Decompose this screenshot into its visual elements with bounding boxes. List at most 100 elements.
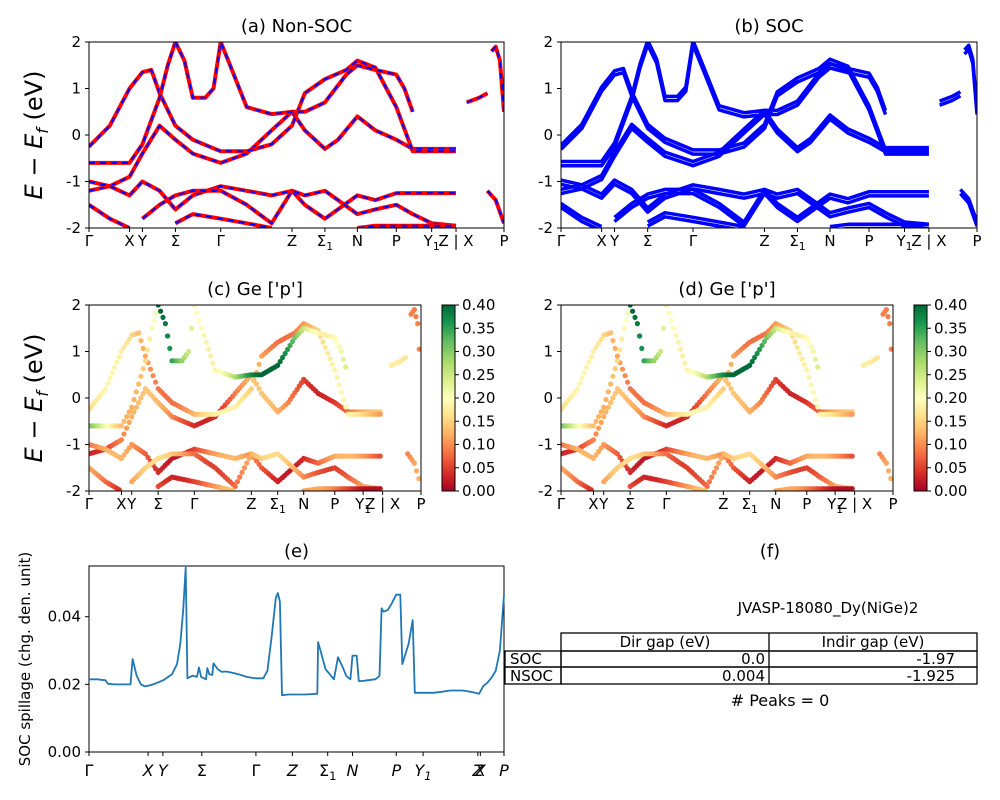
projection-point [332, 367, 338, 373]
projection-point [118, 348, 124, 355]
projection-point [153, 379, 159, 385]
panel-d-xtick-label: Σ1 [742, 495, 758, 516]
projection-point [107, 375, 113, 381]
panel-d-xtick-label: N [770, 495, 781, 513]
projection-point [612, 390, 618, 396]
table-cell-nsoc-dir: 0.004 [722, 667, 765, 685]
projection-point [799, 356, 805, 362]
projection-point [614, 353, 621, 359]
projection-point [813, 397, 819, 403]
projection-point [103, 386, 109, 392]
panel-a-xtick-label: P [499, 232, 508, 250]
projection-point [282, 350, 288, 357]
panel-b-ytick-label: -2 [538, 219, 553, 237]
projection-point [747, 362, 753, 368]
projection-point [718, 455, 724, 461]
band-soc-0-up [561, 108, 929, 192]
projection-point [343, 364, 349, 370]
projection-point [728, 386, 734, 392]
projection-point [598, 409, 604, 415]
projection-point [590, 437, 597, 443]
band-soc-7-up [646, 210, 745, 228]
panel-c-colorbar-label: 0.05 [462, 459, 495, 477]
projection-point [289, 338, 295, 345]
panel-d-title: (d) Ge ['p'] [678, 279, 775, 300]
projection-point [124, 414, 130, 420]
panel-d-ytick-label: 0 [543, 389, 553, 407]
projection-point [136, 330, 142, 336]
projection-point [887, 321, 893, 327]
projection-point [720, 386, 727, 392]
band-blue-dashed-1 [89, 59, 456, 153]
projection-point [325, 350, 331, 356]
projection-point [639, 345, 645, 351]
projection-point [749, 358, 755, 365]
panel-a-xtick-label: Y [137, 232, 148, 250]
projection-point [158, 308, 164, 314]
projection-point [627, 305, 633, 308]
projection-point [239, 469, 245, 475]
projection-point [588, 354, 594, 360]
band-blue-dashed-10 [490, 44, 504, 112]
projection-point [162, 321, 168, 327]
projection-point [322, 344, 328, 351]
panel-b-xtick-label: P [864, 232, 873, 250]
panel-b-ytick-label: 2 [543, 33, 553, 51]
projection-point [246, 455, 252, 461]
panel-c-xtick-label: N [298, 495, 309, 513]
panel-a-ytick-label: -2 [66, 219, 81, 237]
panel-b-ytick-label: 0 [543, 126, 553, 144]
projection-point [601, 414, 607, 420]
panel-a-xtick-label: Σ [171, 232, 180, 250]
projection-point [415, 321, 421, 327]
panel-c-title: (c) Ge ['p'] [207, 279, 303, 300]
band-soc-5-up [561, 201, 603, 228]
projection-point [621, 325, 627, 331]
projection-point [801, 361, 808, 368]
panel-a-xtick-label: Γ [216, 232, 225, 250]
projection-point [116, 487, 122, 491]
band-soc-3-up [646, 42, 888, 115]
projection-point [603, 409, 609, 415]
projection-point [849, 411, 855, 417]
panel-c-xtick-label: P [330, 495, 339, 513]
projection-point [140, 366, 146, 372]
panel-d-ytick-label: 2 [543, 296, 553, 314]
panel-e-xtick-label: Y1 [415, 761, 432, 783]
projection-point [413, 314, 419, 320]
projection-point [584, 364, 590, 370]
panel-e-title: (e) [284, 541, 309, 562]
projection-point [136, 400, 142, 406]
panel-c-xtick-label: Z | X [365, 495, 400, 513]
band-soc-11-down [959, 192, 977, 227]
panel-b-ytick-label: 1 [543, 80, 553, 98]
projection-point [133, 404, 139, 410]
projection-point [581, 370, 588, 376]
panel-d-ytick-label: -1 [538, 436, 553, 454]
projection-point [208, 353, 214, 359]
projection-point [625, 310, 631, 316]
projection-point [682, 360, 688, 366]
projection-point [614, 451, 621, 457]
projection-point [329, 361, 335, 368]
projection-point [188, 325, 195, 331]
panel-d-xtick-label: Γ [557, 495, 566, 513]
projection-point [619, 366, 626, 372]
panel-b-bands [561, 42, 977, 228]
projection-point [145, 454, 151, 461]
band-soc-10-down [963, 47, 977, 115]
table-header-indir-gap: Indir gap (eV) [822, 633, 925, 651]
projection-point [596, 414, 602, 420]
band-blue-dashed-6 [141, 189, 457, 227]
projection-point [630, 308, 636, 314]
panel-b-xtick-label: Σ [643, 232, 652, 250]
projection-point [883, 307, 890, 313]
panel-c-xtick-label: X [116, 495, 126, 513]
panel-e-xtick-label: Y [158, 761, 169, 780]
table-cell-soc-dir: 0.0 [741, 650, 765, 668]
panel-c-ylabel: E − Ef (eV) [20, 334, 52, 463]
projection-point [709, 474, 715, 480]
projection-point [713, 465, 720, 471]
panel-c-colorbar-label: 0.40 [462, 296, 495, 314]
projection-point [617, 454, 623, 461]
